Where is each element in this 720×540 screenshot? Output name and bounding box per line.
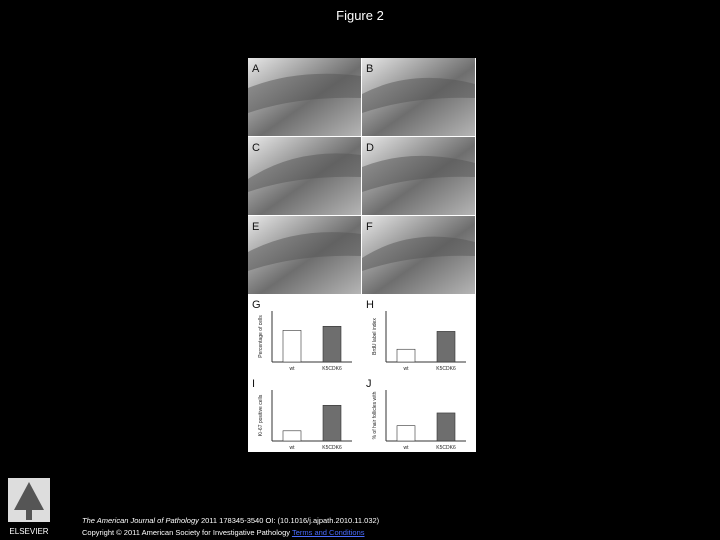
citation: 2011 178345-3540 OI: (10.1016/j.ajpath.2…	[200, 516, 380, 525]
logo: ELSEVIER	[8, 478, 50, 536]
panel-label: D	[366, 142, 374, 154]
tissue-layer	[362, 155, 475, 192]
chart-background	[248, 374, 361, 452]
panel-label: C	[252, 142, 260, 154]
bar	[396, 348, 416, 363]
x-tick-label: wt	[290, 366, 296, 372]
y-axis-label: Ki-67 positive cells	[258, 394, 264, 436]
bar	[396, 425, 416, 442]
panel-label: F	[366, 221, 373, 233]
y-axis-label: % of hair follicles with	[372, 391, 378, 439]
tissue-layer	[248, 232, 361, 271]
panel-label: A	[252, 63, 260, 75]
bar	[436, 331, 456, 363]
y-axis-label: BrdU label index	[372, 318, 378, 355]
chart-background	[248, 295, 361, 373]
copyright-line: Copyright © 2011 American Society for In…	[82, 528, 365, 537]
panel-label: E	[252, 221, 259, 233]
panel-label: I	[252, 378, 255, 390]
logo-text: ELSEVIER	[9, 527, 48, 536]
x-tick-label: wt	[404, 366, 410, 372]
x-tick-label: wt	[404, 445, 410, 451]
bar	[282, 330, 302, 363]
tissue-layer	[248, 153, 361, 192]
slide-title: Figure 2	[336, 8, 384, 23]
chart-background	[362, 295, 475, 373]
tissue-layer	[362, 236, 475, 271]
terms-link[interactable]: Terms and Conditions	[291, 528, 365, 537]
bar	[322, 325, 342, 363]
copyright: Copyright © 2011 American Society for In…	[82, 528, 290, 537]
x-tick-label: K5CDK6	[436, 366, 456, 372]
tissue-layer	[362, 77, 475, 113]
x-tick-label: K5CDK6	[322, 366, 342, 372]
bar	[436, 412, 456, 442]
x-tick-label: wt	[290, 445, 296, 451]
journal-name: The American Journal of Pathology	[82, 516, 199, 525]
tissue-layer	[248, 73, 361, 113]
micrograph-panels: A B C D E F	[248, 58, 475, 294]
x-tick-label: K5CDK6	[436, 445, 456, 451]
panel-label: G	[252, 299, 261, 311]
panel-label: B	[366, 63, 373, 75]
citation-line: The American Journal of Pathology 2011 1…	[82, 516, 379, 525]
bar	[322, 404, 342, 442]
panel-label: J	[366, 378, 372, 390]
panel-label: H	[366, 299, 374, 311]
x-tick-label: K5CDK6	[322, 445, 342, 451]
chart-background	[362, 374, 475, 452]
chart-panels: Gwt K5CDK6 Percentage of cells Hwt K5CDK6 Brd…	[248, 295, 475, 452]
y-axis-label: Percentage of cells	[258, 315, 264, 358]
bar	[282, 430, 302, 442]
